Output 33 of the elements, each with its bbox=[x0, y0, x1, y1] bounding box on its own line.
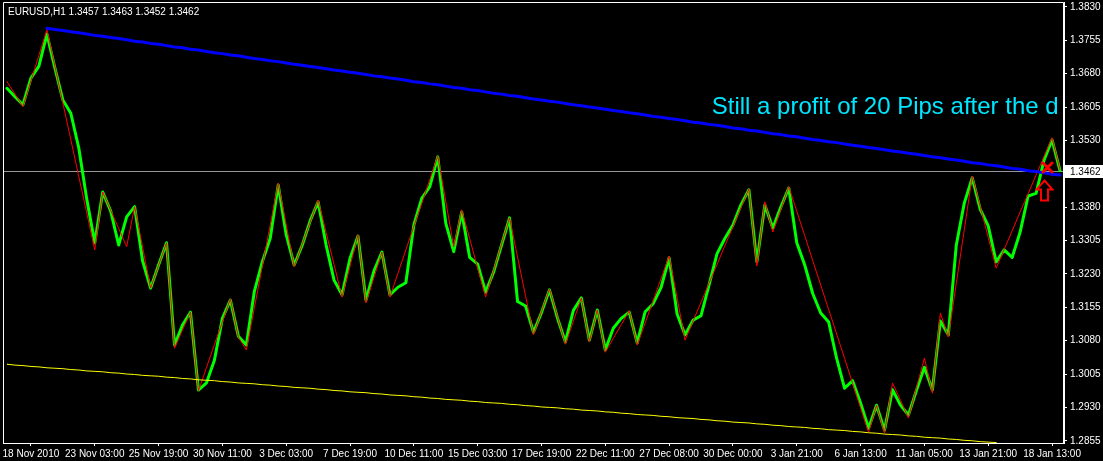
x-tick-label: 3 Dec 03:00 bbox=[259, 447, 314, 459]
x-tick-label: 25 Nov 19:00 bbox=[128, 447, 189, 459]
x-tick-label: 10 Dec 11:00 bbox=[384, 447, 444, 459]
x-tick-label: 30 Dec 00:00 bbox=[703, 447, 764, 459]
y-tick-label: 1.2930 bbox=[1070, 401, 1102, 413]
y-tick-label: 1.3530 bbox=[1070, 134, 1102, 146]
y-tick-label: 1.3080 bbox=[1070, 334, 1102, 346]
x-tick-label: 15 Dec 03:00 bbox=[447, 447, 508, 459]
x-tick-label: 18 Jan 13:00 bbox=[1023, 447, 1082, 459]
x-tick-label: 18 Nov 2010 bbox=[2, 447, 60, 459]
ref-line-label: 1.3462 bbox=[1070, 165, 1102, 177]
y-tick-label: 1.3755 bbox=[1070, 34, 1102, 46]
x-tick-label: 7 Dec 19:00 bbox=[323, 447, 378, 459]
x-tick-label: 23 Nov 03:00 bbox=[64, 447, 125, 459]
y-tick-label: 1.3830 bbox=[1070, 0, 1102, 12]
y-tick-label: 1.3155 bbox=[1070, 301, 1102, 313]
x-tick-label: 22 Dec 11:00 bbox=[575, 447, 636, 459]
x-tick-label: 11 Jan 05:00 bbox=[895, 447, 954, 459]
y-tick-label: 1.3230 bbox=[1070, 267, 1102, 279]
y-tick-label: 1.3605 bbox=[1070, 100, 1102, 112]
y-tick-label: 1.3305 bbox=[1070, 234, 1102, 246]
y-tick-label: 1.2855 bbox=[1070, 434, 1102, 446]
y-tick-label: 1.3380 bbox=[1070, 200, 1102, 212]
chart-title: EURUSD,H1 1.3457 1.3463 1.3452 1.3462 bbox=[8, 5, 200, 17]
x-tick-label: 27 Dec 08:00 bbox=[639, 447, 700, 459]
x-tick-label: 30 Nov 11:00 bbox=[193, 447, 253, 459]
x-tick-label: 6 Jan 13:00 bbox=[834, 447, 888, 459]
x-tick-label: 13 Jan 21:00 bbox=[959, 447, 1018, 459]
x-tick-label: 3 Jan 21:00 bbox=[770, 447, 824, 459]
annotation: Still a profit of 20 Pips after the d bbox=[711, 92, 1059, 120]
x-tick-label: 17 Dec 19:00 bbox=[511, 447, 572, 459]
y-tick-label: 1.3680 bbox=[1070, 67, 1102, 79]
y-tick-label: 1.3005 bbox=[1070, 367, 1102, 379]
